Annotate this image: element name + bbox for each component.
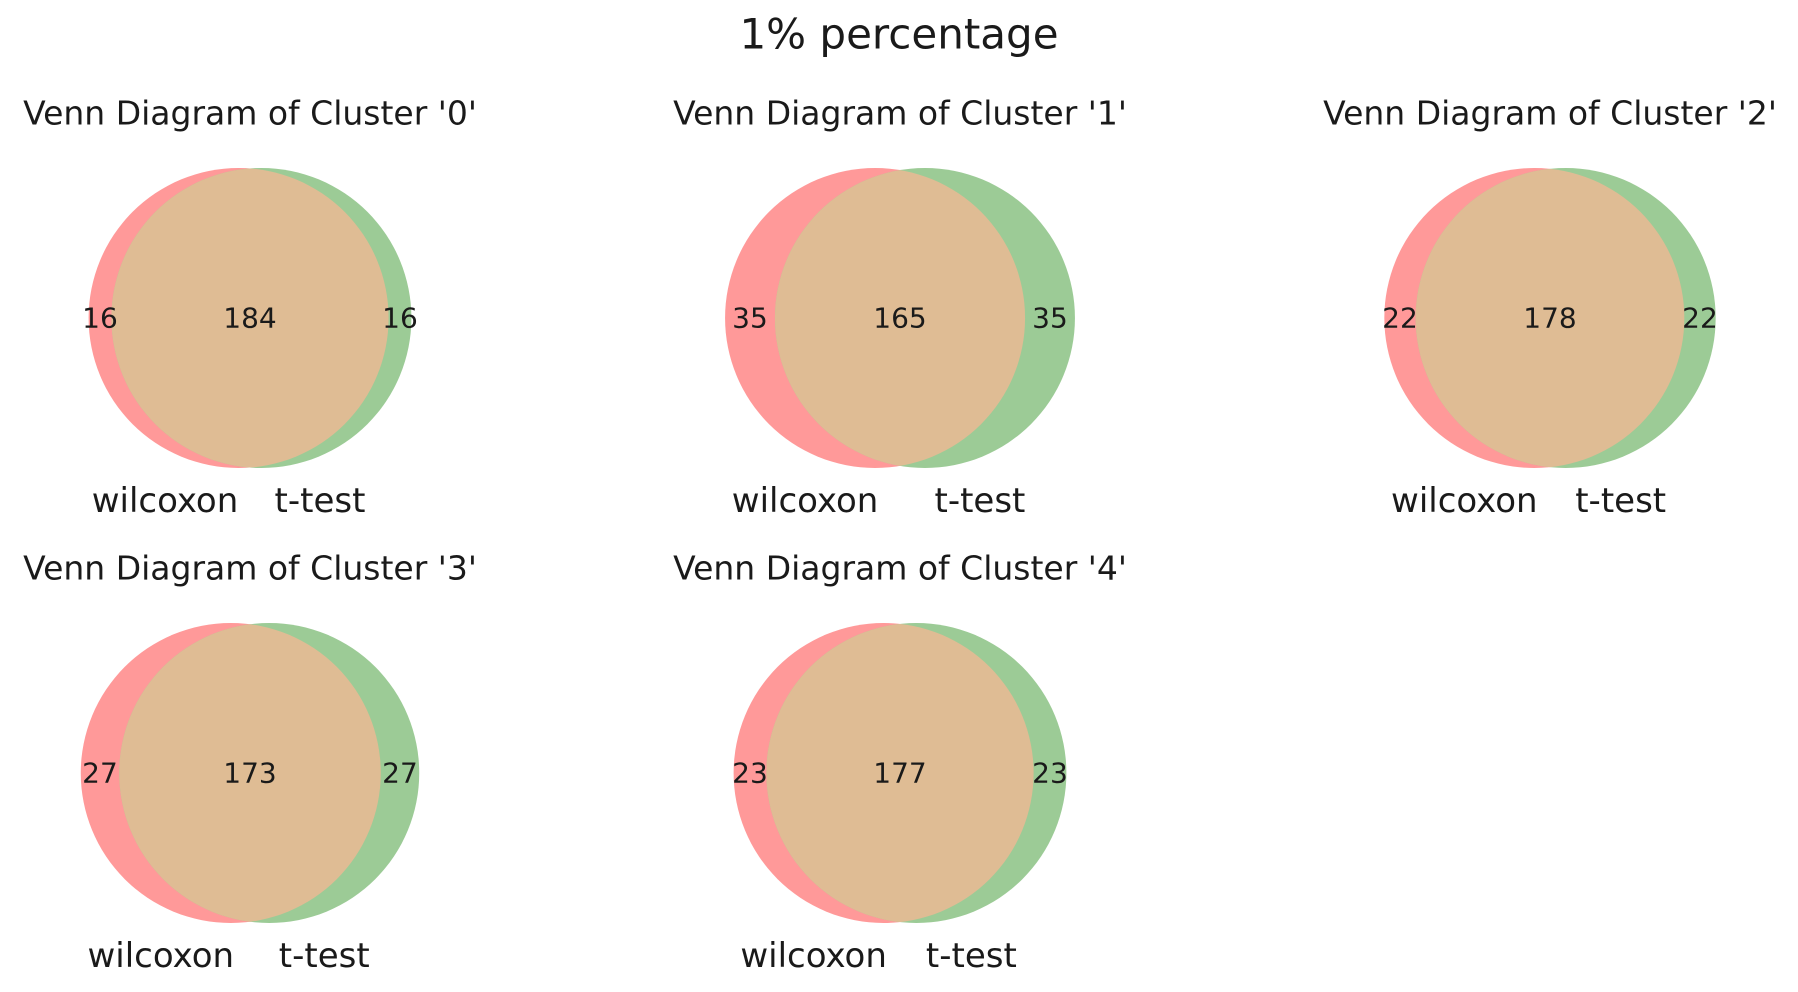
only-b-count: 22: [1682, 302, 1718, 335]
overlap-count: 178: [1523, 302, 1576, 335]
only-b-count: 35: [1032, 302, 1068, 335]
set-b-label: t-test: [926, 936, 1017, 976]
overlap-count: 177: [873, 757, 926, 790]
overlap-count: 184: [223, 302, 276, 335]
venn-panel: Venn Diagram of Cluster '0' 16 184 16 wilcox…: [23, 94, 477, 522]
panel-title: Venn Diagram of Cluster '3': [23, 549, 477, 588]
panel-title: Venn Diagram of Cluster '0': [23, 94, 477, 133]
set-b-label: t-test: [275, 481, 366, 521]
venn-panel: Venn Diagram of Cluster '3' 27 173 27 wilcox…: [23, 549, 477, 977]
only-a-count: 23: [732, 757, 768, 790]
set-a-label: wilcoxon: [732, 481, 879, 521]
set-b-label: t-test: [279, 936, 370, 976]
venn-panel: Venn Diagram of Cluster '1' 35 165 35 wilcox…: [673, 94, 1127, 522]
figure-title: 1% percentage: [739, 10, 1058, 59]
overlap-region: [111, 168, 389, 468]
only-a-count: 16: [82, 302, 118, 335]
venn-panel: Venn Diagram of Cluster '4' 23 177 23 wilcox…: [673, 549, 1127, 977]
only-a-count: 27: [82, 757, 118, 790]
set-b-label: t-test: [934, 481, 1025, 521]
set-b-label: t-test: [1575, 481, 1666, 521]
only-a-count: 35: [732, 302, 768, 335]
venn-panel: Venn Diagram of Cluster '2' 22 178 22 wilcox…: [1323, 94, 1777, 522]
overlap-region: [1415, 168, 1685, 468]
venn-panels: Venn Diagram of Cluster '0' 16 184 16 wilcox…: [23, 94, 1777, 977]
set-a-label: wilcoxon: [740, 936, 887, 976]
set-a-label: wilcoxon: [87, 936, 234, 976]
only-b-count: 23: [1032, 757, 1068, 790]
overlap-region: [119, 623, 381, 923]
overlap-count: 165: [873, 302, 926, 335]
only-b-count: 16: [382, 302, 418, 335]
panel-title: Venn Diagram of Cluster '4': [673, 549, 1127, 588]
panel-title: Venn Diagram of Cluster '1': [673, 94, 1127, 133]
overlap-count: 173: [223, 757, 276, 790]
overlap-region: [774, 168, 1026, 468]
only-a-count: 22: [1382, 302, 1418, 335]
set-a-label: wilcoxon: [92, 481, 239, 521]
only-b-count: 27: [382, 757, 418, 790]
panel-title: Venn Diagram of Cluster '2': [1323, 94, 1777, 133]
set-a-label: wilcoxon: [1391, 481, 1538, 521]
overlap-region: [766, 623, 1034, 923]
